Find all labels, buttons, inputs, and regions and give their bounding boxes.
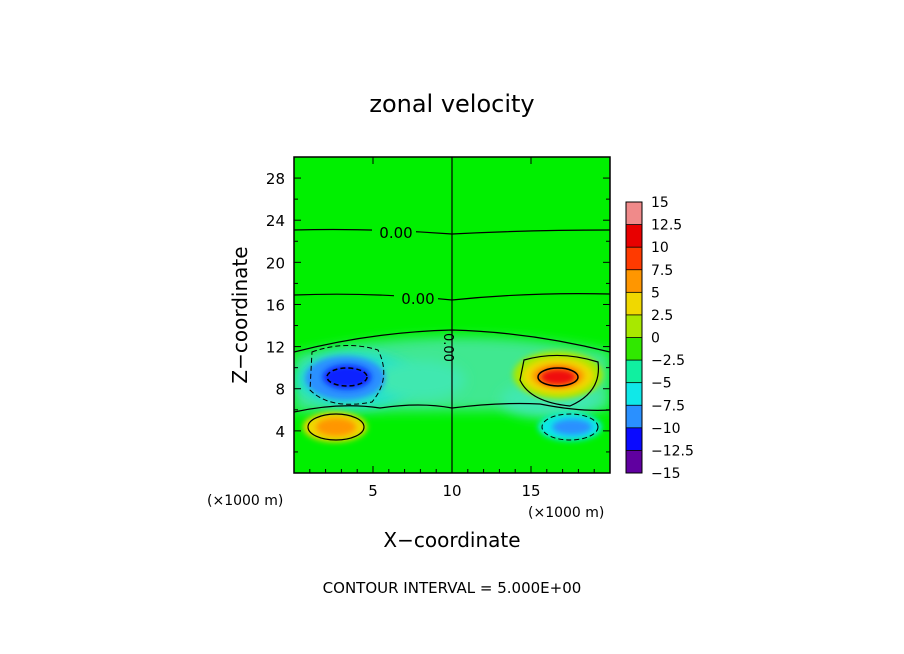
colorbar-label: −15 — [651, 466, 681, 482]
x-unit-left: (×1000 m) — [207, 493, 283, 509]
colorbar-swatch — [626, 450, 642, 474]
contour-label-bg-2 — [394, 289, 438, 305]
colorbar-label: −12.5 — [651, 443, 694, 459]
x-tick-label: 15 — [521, 482, 540, 500]
colorbar-label: 15 — [651, 195, 669, 211]
x-unit-right: (×1000 m) — [528, 505, 604, 521]
field-red-right — [540, 369, 576, 385]
colorbar-swatch — [626, 405, 642, 429]
contour-label-vertical: 0.00 — [440, 333, 455, 362]
colorbar-label: 5 — [651, 285, 660, 301]
field-cyan-mid — [375, 360, 465, 400]
y-tick-label: 4 — [275, 423, 285, 441]
colorbar-swatch — [626, 337, 642, 361]
contour-lines — [294, 157, 610, 473]
colorbar-swatch — [626, 224, 642, 248]
contour-warm-right-inner — [537, 367, 579, 387]
contour-label-top: 0.00 — [379, 224, 412, 242]
colorbar-swatch — [626, 292, 642, 316]
colorbar-label: 10 — [651, 240, 669, 256]
contour-warm-left — [307, 413, 365, 441]
colorbar-swatch — [626, 247, 642, 271]
chart-title: zonal velocity — [369, 90, 534, 118]
contour-interval-footer: CONTOUR INTERVAL = 5.000E+00 — [323, 579, 582, 597]
x-axis-label: X−coordinate — [383, 528, 520, 552]
contour-cold-right — [541, 413, 599, 441]
colorbar-label: −5 — [651, 376, 672, 392]
contour-dashed — [309, 344, 599, 441]
plot-field: 0.00 0.00 0.00 — [294, 157, 610, 473]
colorbar-swatch — [626, 269, 642, 293]
colorbar-swatch — [626, 427, 642, 451]
y-tick-label: 16 — [266, 296, 285, 314]
y-tick-label: 12 — [266, 339, 285, 357]
contour-warm-right-outer — [519, 354, 600, 407]
colorbar-label: −2.5 — [651, 353, 685, 369]
y-tick-label: 28 — [266, 170, 285, 188]
colorbar: 15 12.5 10 7.5 5 2.5 0 −2.5 −5 −7.5 −10 −12.5 −15 — [625, 195, 694, 482]
colorbar-label: 2.5 — [651, 308, 673, 324]
colorbar-label: 12.5 — [651, 218, 682, 234]
colorbar-swatch — [626, 202, 642, 226]
x-axis: 5 10 15 — [309, 157, 595, 500]
x-tick-label: 5 — [368, 482, 378, 500]
colorbar-label: −10 — [651, 421, 681, 437]
field-deepblue-left — [323, 365, 371, 389]
y-tick-label: 24 — [266, 212, 285, 230]
field-orange-left — [316, 418, 356, 436]
contour-label-middle: 0.00 — [401, 290, 434, 308]
colorbar-label: 7.5 — [651, 263, 673, 279]
colorbar-label: 0 — [651, 331, 660, 347]
contour-cold-left-outer — [309, 344, 385, 405]
y-tick-label: 8 — [275, 381, 285, 399]
contour-cold-left-inner — [326, 367, 368, 387]
y-axis-label: Z−coordinate — [228, 246, 252, 383]
x-tick-label: 10 — [442, 482, 461, 500]
contour-label-bg-1 — [372, 223, 416, 239]
colorbar-swatch — [626, 360, 642, 384]
colorbar-swatch — [626, 382, 642, 406]
field-blue-lowright — [552, 419, 592, 435]
colorbar-label: −7.5 — [651, 398, 685, 414]
y-tick-label: 20 — [266, 254, 285, 272]
colorbar-swatch — [626, 314, 642, 338]
y-axis: 4 8 12 16 20 24 28 — [266, 170, 610, 453]
